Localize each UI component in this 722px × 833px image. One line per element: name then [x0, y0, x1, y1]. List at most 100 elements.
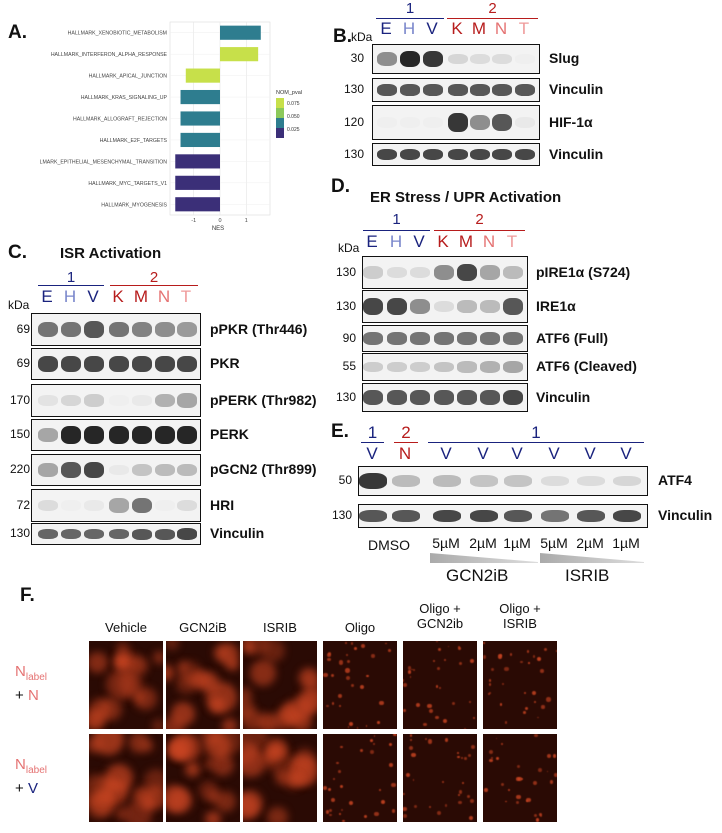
protein-band	[541, 475, 569, 487]
fluorescence-spot	[490, 667, 495, 672]
fluorescence-spot	[118, 671, 143, 697]
fluorescence-spot	[408, 670, 412, 674]
dose-label: 2µM	[576, 535, 604, 551]
blot-strip	[362, 383, 528, 412]
fluorescence-spot	[340, 745, 343, 749]
protein-band	[387, 361, 407, 373]
fluorescence-spot	[409, 734, 412, 737]
fluorescence-spot	[347, 726, 350, 728]
fluorescence-spot	[546, 753, 551, 758]
blot-label: Slug	[549, 50, 580, 66]
group-line-2	[110, 285, 198, 286]
protein-band	[377, 117, 397, 128]
fluorescence-spot	[403, 792, 405, 795]
fluorescence-spot	[520, 660, 523, 664]
fluorescence-spot	[532, 655, 536, 658]
fluorescence-spot	[285, 774, 301, 790]
protein-band	[177, 426, 197, 444]
group-line-1	[376, 18, 444, 19]
fluorescence-spot	[330, 673, 334, 677]
lane-label: T	[180, 287, 192, 306]
fluorescence-spot	[133, 692, 145, 704]
micrograph-tile	[89, 641, 163, 729]
fluorescence-spot	[411, 668, 413, 671]
blot-label: HRI	[210, 496, 235, 513]
fluorescence-spot	[243, 794, 259, 821]
fluorescence-spot	[483, 788, 488, 793]
blot-label: ATF6 (Cleaved)	[536, 358, 637, 374]
fluorescence-spot	[203, 758, 215, 770]
lane-label: V	[620, 444, 632, 463]
fluorescence-spot	[388, 648, 392, 652]
fluorescence-spot	[89, 652, 108, 673]
fluorescence-spot	[438, 687, 441, 689]
blot-strip	[372, 78, 540, 102]
micrograph-tile	[166, 734, 240, 822]
fluorescence-spot	[166, 641, 179, 650]
fluorescence-spot	[495, 737, 498, 740]
fluorescence-spot	[370, 739, 374, 742]
drug-label-gcn2ib: GCN2iB	[446, 566, 509, 585]
protein-band	[377, 52, 397, 66]
dmso-label: DMSO	[368, 537, 410, 553]
fluorescence-spot	[488, 683, 491, 686]
fluorescence-spot	[249, 659, 276, 686]
gsea-legend-swatch	[276, 98, 284, 108]
fluorescence-spot	[444, 658, 447, 662]
protein-band	[84, 461, 104, 479]
protein-band	[504, 510, 532, 522]
fluorescence-spot	[437, 666, 441, 670]
fluorescence-spot	[408, 745, 414, 751]
fluorescence-spot	[521, 778, 524, 781]
molecular-weight-marker: 120	[343, 114, 364, 129]
fluorescence-spot	[531, 691, 536, 696]
protein-band	[132, 528, 152, 540]
fluorescence-spot	[327, 657, 332, 662]
group-line-2	[434, 230, 525, 231]
fluorescence-spot	[468, 700, 472, 703]
molecular-weight-marker: 30	[350, 51, 364, 65]
fluorescence-spot	[297, 693, 317, 716]
lane-label: H	[63, 287, 77, 306]
fluorescence-spot	[534, 701, 537, 703]
fluorescence-spot	[213, 697, 224, 708]
row-label-sub: label	[25, 765, 47, 776]
protein-band	[492, 84, 512, 96]
protein-band	[492, 148, 512, 161]
protein-band	[392, 475, 420, 487]
fluorescence-spot	[403, 682, 407, 687]
molecular-weight-marker: 72	[16, 497, 30, 512]
panel-label-d: D.	[331, 176, 350, 197]
fluorescence-spot	[437, 647, 441, 651]
fluorescence-spot	[457, 752, 459, 755]
fluorescence-spot	[447, 645, 450, 648]
fluorescence-spot	[340, 784, 344, 788]
scale-bar	[659, 792, 687, 795]
row-label-main: N	[15, 663, 26, 680]
protein-band	[109, 355, 129, 373]
blot-label: PERK	[210, 426, 249, 442]
gsea-x-tick: -1	[191, 218, 196, 224]
fluorescence-spot	[429, 708, 434, 713]
protein-band	[132, 426, 152, 444]
fluorescence-spot	[552, 754, 557, 758]
protein-band	[177, 499, 197, 512]
fluorescence-spot	[458, 790, 462, 794]
protein-band	[423, 84, 443, 96]
fluorescence-spot	[412, 779, 415, 781]
fluorescence-spot	[488, 750, 494, 755]
protein-band	[423, 148, 443, 161]
protein-band	[84, 426, 104, 444]
molecular-weight-marker: 130	[343, 146, 364, 161]
protein-band	[84, 528, 104, 540]
panel-label-a: A.	[8, 22, 27, 43]
lane-label: N	[398, 444, 412, 463]
fluorescence-spot	[427, 739, 433, 744]
fluorescence-spot	[466, 795, 470, 799]
group-label-2: 2	[149, 269, 159, 286]
fluorescence-spot	[435, 715, 439, 719]
protein-band	[400, 117, 420, 128]
molecular-weight-marker: 130	[335, 264, 356, 279]
protein-band	[38, 355, 58, 373]
fluorescence-spot	[459, 662, 463, 665]
